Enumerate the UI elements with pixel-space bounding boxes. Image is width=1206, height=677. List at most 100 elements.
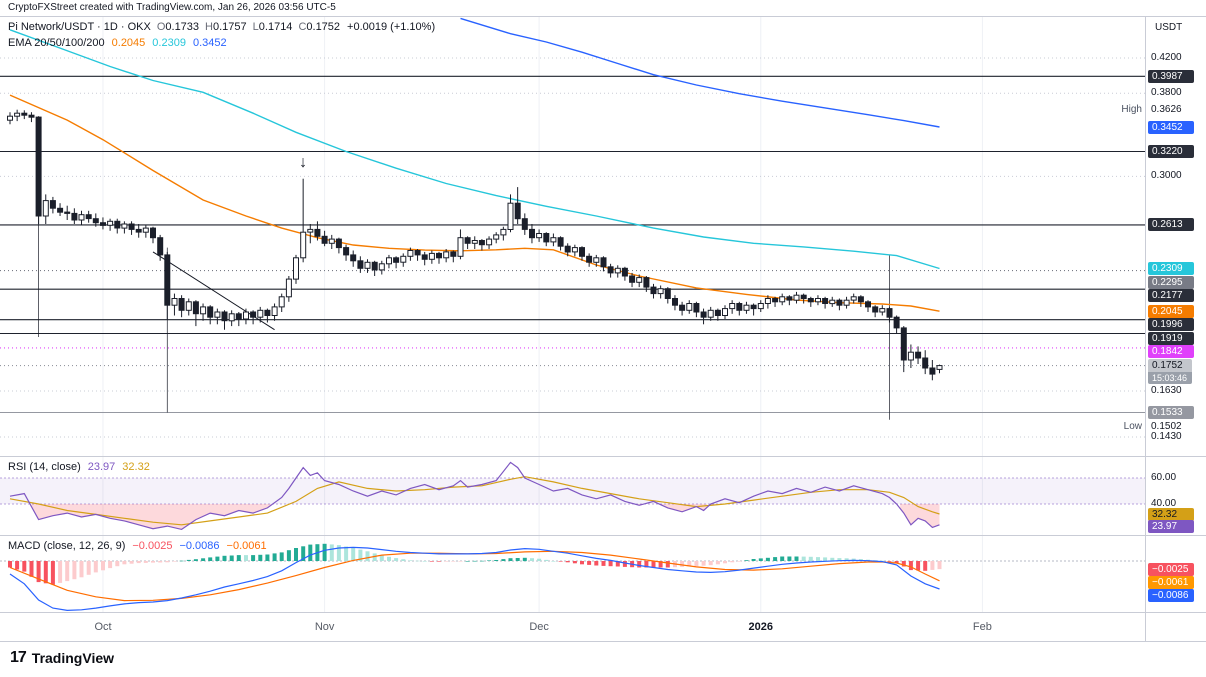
candle-body[interactable] — [614, 267, 621, 274]
candle-body[interactable] — [750, 304, 757, 310]
candle-body[interactable] — [929, 367, 936, 375]
candle-body[interactable] — [722, 308, 728, 317]
candle-body[interactable] — [85, 214, 92, 220]
candle-body[interactable] — [521, 218, 528, 230]
candle-body[interactable] — [500, 228, 507, 236]
candle-body[interactable] — [436, 252, 442, 259]
candle-body[interactable] — [672, 298, 678, 306]
candle-body[interactable] — [650, 286, 657, 295]
candle-body[interactable] — [743, 304, 750, 311]
candle-body[interactable] — [21, 112, 28, 116]
candle-body[interactable] — [428, 252, 435, 260]
candle-body[interactable] — [872, 306, 879, 313]
candle-body[interactable] — [7, 115, 13, 121]
candle-body[interactable] — [514, 202, 521, 220]
macd-legend[interactable]: MACD (close, 12, 26, 9) −0.0025 −0.0086 −0.… — [8, 540, 267, 552]
candle-body[interactable] — [335, 238, 342, 249]
candle-body[interactable] — [421, 254, 428, 260]
candle-body[interactable] — [414, 250, 421, 256]
candle-body[interactable] — [714, 309, 721, 316]
candle-body[interactable] — [264, 309, 271, 316]
candle-body[interactable] — [178, 298, 185, 311]
candle-body[interactable] — [257, 309, 264, 318]
candle-body[interactable] — [464, 237, 471, 244]
candle-body[interactable] — [28, 114, 35, 118]
candle-body[interactable] — [865, 301, 871, 308]
candle-body[interactable] — [471, 240, 478, 244]
candle-body[interactable] — [757, 303, 764, 310]
candle-body[interactable] — [371, 261, 378, 271]
candle-body[interactable] — [657, 288, 664, 295]
candle-body[interactable] — [121, 223, 128, 229]
candle-body[interactable] — [293, 257, 299, 280]
candle-body[interactable] — [764, 298, 771, 304]
candle-body[interactable] — [507, 202, 514, 230]
candle-body[interactable] — [593, 257, 600, 263]
candle-body[interactable] — [600, 257, 607, 268]
candle-body[interactable] — [550, 237, 557, 243]
candle-body[interactable] — [664, 288, 671, 300]
candle-body[interactable] — [457, 237, 464, 257]
candle-body[interactable] — [214, 311, 221, 318]
candle-body[interactable] — [243, 311, 249, 320]
candle-body[interactable] — [364, 261, 371, 269]
macd-line[interactable] — [9, 546, 940, 612]
candle-body[interactable] — [350, 254, 357, 262]
candle-body[interactable] — [92, 218, 99, 224]
candle-body[interactable] — [200, 306, 207, 315]
candle-body[interactable] — [49, 200, 56, 209]
candle-body[interactable] — [564, 245, 571, 253]
candle-body[interactable] — [579, 247, 585, 257]
candle-body[interactable] — [42, 200, 49, 217]
candle-body[interactable] — [157, 237, 164, 256]
candle-body[interactable] — [271, 306, 278, 316]
candle-body[interactable] — [78, 214, 85, 221]
candle-body[interactable] — [450, 251, 457, 257]
candle-body[interactable] — [679, 304, 686, 311]
candle-body[interactable] — [278, 296, 285, 308]
candle-body[interactable] — [836, 299, 843, 306]
candle-body[interactable] — [586, 255, 593, 263]
symbol-title[interactable]: Pi Network/USDT · 1D · OKX — [8, 21, 151, 33]
candle-body[interactable] — [493, 234, 500, 240]
candle-body[interactable] — [729, 303, 736, 310]
candle-body[interactable] — [221, 311, 228, 322]
candle-body[interactable] — [478, 240, 485, 246]
candle-body[interactable] — [822, 298, 829, 304]
candle-body[interactable] — [686, 303, 693, 311]
candle-body[interactable] — [543, 233, 550, 243]
ema200-line[interactable] — [460, 17, 940, 128]
candle-body[interactable] — [128, 223, 135, 230]
candle-body[interactable] — [171, 298, 178, 306]
candle-body[interactable] — [71, 212, 78, 221]
rsi-ma-line[interactable] — [9, 476, 940, 526]
candle-body[interactable] — [636, 277, 643, 283]
candle-body[interactable] — [786, 296, 793, 301]
candle-body[interactable] — [893, 316, 900, 329]
candle-body[interactable] — [707, 309, 714, 318]
candle-body[interactable] — [192, 301, 199, 315]
candle-body[interactable] — [443, 251, 450, 259]
candle-body[interactable] — [400, 255, 407, 263]
rsi-legend[interactable]: RSI (14, close) 23.97 32.32 — [8, 461, 150, 473]
candle-body[interactable] — [936, 365, 943, 370]
candle-body[interactable] — [207, 306, 214, 318]
candle-body[interactable] — [228, 313, 235, 322]
candle-body[interactable] — [185, 301, 192, 311]
down-arrow-annotation[interactable]: ↓ — [299, 154, 307, 171]
candle-body[interactable] — [850, 296, 857, 301]
candle-body[interactable] — [571, 247, 578, 253]
candle-body[interactable] — [807, 298, 814, 303]
candle-body[interactable] — [321, 235, 328, 244]
candle-body[interactable] — [164, 254, 171, 306]
candle-body[interactable] — [529, 228, 535, 239]
candle-body[interactable] — [736, 303, 743, 311]
candle-body[interactable] — [629, 275, 636, 283]
candle-body[interactable] — [357, 260, 364, 269]
candle-body[interactable] — [114, 220, 121, 229]
candle-body[interactable] — [693, 303, 700, 313]
candle-body[interactable] — [378, 263, 385, 271]
candle-body[interactable] — [621, 267, 628, 277]
candle-body[interactable] — [135, 228, 142, 233]
candle-body[interactable] — [142, 227, 149, 233]
